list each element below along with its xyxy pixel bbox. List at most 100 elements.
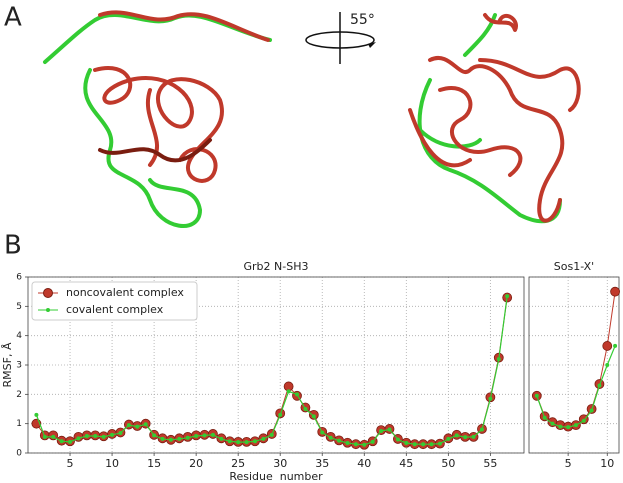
data-point: [589, 408, 594, 413]
x-tick-label: 20: [189, 457, 203, 470]
data-point: [126, 423, 131, 428]
data-point: [581, 418, 586, 423]
data-point: [610, 286, 620, 297]
chart-title: Sos1-X': [554, 260, 594, 273]
y-tick-label: 6: [16, 273, 22, 283]
data-point: [353, 442, 358, 447]
legend-label: covalent complex: [66, 303, 164, 316]
data-point: [168, 437, 173, 442]
data-point: [261, 436, 266, 441]
data-point: [597, 383, 602, 388]
data-point: [244, 440, 249, 445]
x-tick-label: 15: [147, 457, 161, 470]
legend-box: [31, 281, 198, 321]
data-point: [463, 435, 468, 440]
x-tick-label: 10: [105, 457, 119, 470]
data-point: [59, 439, 64, 444]
y-tick-label: 0: [16, 449, 22, 459]
y-tick-label: 5: [16, 302, 22, 312]
data-point: [558, 424, 563, 429]
data-point: [320, 430, 325, 435]
x-tick-label: 5: [565, 457, 572, 470]
panel-label: B: [4, 231, 22, 261]
data-point: [479, 427, 484, 432]
chart-title: Grb2 N-SH3: [244, 260, 309, 273]
data-point: [471, 434, 476, 439]
data-point: [412, 442, 417, 447]
x-tick-label: 10: [600, 457, 614, 470]
series-line: [536, 291, 616, 428]
plot-frame: [528, 276, 620, 454]
data-point: [210, 432, 215, 437]
data-point: [101, 434, 106, 439]
y-axis-label: RMSF, Å: [1, 342, 14, 387]
data-point: [379, 429, 384, 433]
data-point: [236, 440, 241, 445]
rotation-icon: [305, 12, 376, 64]
data-point: [76, 436, 81, 441]
data-point: [110, 432, 115, 437]
data-point: [118, 431, 123, 436]
structure-right: [408, 13, 581, 224]
data-point: [202, 433, 207, 438]
data-point: [437, 441, 442, 446]
x-tick-label: 35: [315, 457, 329, 470]
data-point: [177, 436, 182, 441]
y-tick-label: 2: [16, 390, 22, 400]
data-point: [429, 442, 434, 447]
data-point: [269, 432, 274, 437]
data-point: [295, 392, 300, 397]
x-axis-label: Residue number: [229, 470, 323, 483]
data-point: [143, 422, 148, 427]
data-point: [488, 396, 493, 401]
legend-label: noncovalent complex: [66, 286, 184, 299]
data-point: [152, 433, 157, 438]
data-point: [534, 393, 539, 398]
data-point: [185, 435, 190, 440]
data-point: [51, 434, 56, 439]
data-point: [370, 439, 375, 444]
data-point: [550, 421, 555, 426]
data-point: [387, 427, 392, 432]
data-point: [404, 441, 409, 446]
data-point: [194, 433, 199, 438]
data-point: [278, 412, 283, 417]
data-point: [135, 424, 140, 429]
data-point: [286, 389, 291, 394]
legend-marker: [46, 308, 50, 312]
data-point: [252, 439, 257, 444]
legend-marker: [43, 288, 53, 298]
data-point: [505, 294, 510, 299]
data-point: [421, 442, 426, 447]
y-tick-label: 3: [16, 361, 22, 371]
x-tick-label: 50: [441, 457, 455, 470]
y-tick-label: 4: [16, 331, 22, 341]
data-point: [93, 433, 98, 438]
data-point: [337, 438, 342, 443]
x-tick-label: 55: [483, 457, 497, 470]
x-tick-label: 25: [231, 457, 245, 470]
data-point: [303, 407, 308, 411]
data-point: [602, 341, 613, 351]
data-point: [542, 415, 547, 420]
data-point: [160, 436, 165, 441]
data-point: [496, 357, 501, 362]
data-point: [362, 442, 367, 447]
x-tick-label: 30: [273, 457, 287, 470]
data-point: [446, 436, 451, 441]
x-tick-label: 40: [357, 457, 371, 470]
data-point: [613, 343, 618, 348]
rotation-label: 55°: [350, 12, 375, 28]
data-point: [566, 425, 571, 430]
data-point: [328, 435, 333, 440]
panel-label: A: [4, 3, 22, 33]
x-tick-label: 45: [399, 457, 413, 470]
structure-left: [43, 10, 272, 228]
data-point: [84, 433, 89, 438]
data-point: [68, 439, 73, 444]
data-point: [219, 436, 224, 441]
data-point: [605, 363, 610, 367]
y-tick-label: 1: [16, 419, 22, 429]
data-point: [573, 423, 578, 428]
